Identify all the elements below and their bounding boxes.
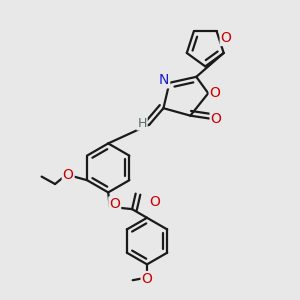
Text: O: O [211, 112, 221, 125]
Text: N: N [159, 74, 169, 87]
Text: O: O [63, 168, 74, 182]
Text: O: O [221, 31, 232, 45]
Text: H: H [137, 116, 147, 130]
Text: O: O [142, 272, 152, 286]
Text: O: O [210, 86, 220, 100]
Text: O: O [109, 197, 120, 211]
Text: O: O [149, 195, 160, 209]
